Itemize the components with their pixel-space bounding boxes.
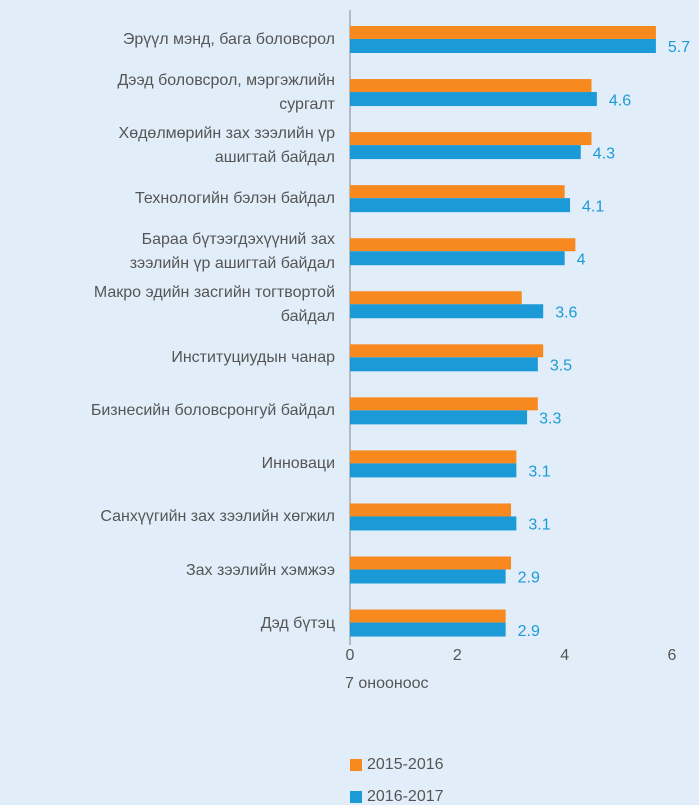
bar bbox=[350, 463, 517, 478]
bar bbox=[350, 450, 517, 464]
category-label: Институциудын чанар bbox=[171, 349, 335, 367]
bar bbox=[350, 556, 511, 570]
category-label: Инноваци bbox=[261, 455, 335, 473]
bar bbox=[350, 622, 506, 637]
value-label: 3.1 bbox=[528, 464, 550, 481]
value-label: 4 bbox=[577, 251, 586, 268]
legend-label: 2016-2017 bbox=[367, 788, 444, 805]
value-label: 3.6 bbox=[555, 304, 577, 321]
legend-swatch bbox=[350, 759, 362, 771]
bar bbox=[350, 344, 544, 358]
bar bbox=[350, 198, 571, 213]
x-tick-label: 0 bbox=[346, 647, 355, 664]
x-axis-label: 7 онооноос bbox=[345, 675, 429, 692]
value-label: 4.6 bbox=[609, 92, 631, 109]
bar bbox=[350, 609, 506, 623]
legend-label: 2015-2016 bbox=[367, 756, 444, 773]
bar bbox=[350, 238, 576, 252]
bar bbox=[350, 304, 544, 319]
bar bbox=[350, 79, 592, 93]
value-label: 3.5 bbox=[550, 358, 572, 375]
bar bbox=[350, 357, 538, 372]
value-label: 2.9 bbox=[518, 570, 540, 587]
bar bbox=[350, 145, 581, 160]
category-label: Зах зээлийн хэмжээ bbox=[185, 561, 335, 579]
category-label: Эрүүл мэнд, бага боловсрол bbox=[122, 31, 335, 48]
bar bbox=[350, 26, 656, 39]
bar bbox=[350, 291, 522, 305]
category-label: Дээд боловсрол, мэргэжлийн сургалт bbox=[117, 72, 335, 114]
value-label: 4.3 bbox=[593, 145, 615, 162]
bar bbox=[350, 92, 597, 107]
category-label: Макро эдийн засгийн тогтвортой байдал bbox=[93, 284, 335, 326]
category-label: Бараа бүтээгдэхүүний зах зээлийн үр ашиг… bbox=[129, 231, 335, 273]
x-tick-label: 4 bbox=[560, 647, 569, 664]
legend-swatch bbox=[350, 791, 362, 803]
category-label: Санхүүгийн зах зээлийн хөгжил bbox=[100, 508, 335, 526]
bar bbox=[350, 516, 517, 531]
x-tick-label: 6 bbox=[668, 647, 677, 664]
category-label: Хөдөлмөрийн зах зээлийн үр ашигтай байда… bbox=[118, 125, 335, 167]
value-label: 3.3 bbox=[539, 411, 561, 428]
bar bbox=[350, 39, 656, 53]
bar bbox=[350, 503, 511, 517]
category-label: Технологийн бэлэн байдал bbox=[135, 190, 335, 208]
bar bbox=[350, 185, 565, 199]
bar bbox=[350, 251, 565, 266]
value-label: 3.1 bbox=[528, 517, 550, 534]
bar bbox=[350, 397, 538, 411]
value-label: 4.1 bbox=[582, 198, 604, 215]
value-label: 2.9 bbox=[518, 623, 540, 640]
category-label: Дэд бүтэц bbox=[260, 614, 335, 632]
bar bbox=[350, 410, 528, 425]
bar bbox=[350, 132, 592, 146]
value-label: 5.7 bbox=[668, 39, 690, 56]
category-label: Бизнесийн боловсронгуй байдал bbox=[90, 402, 335, 420]
x-tick-label: 2 bbox=[453, 647, 462, 664]
bar bbox=[350, 569, 506, 584]
